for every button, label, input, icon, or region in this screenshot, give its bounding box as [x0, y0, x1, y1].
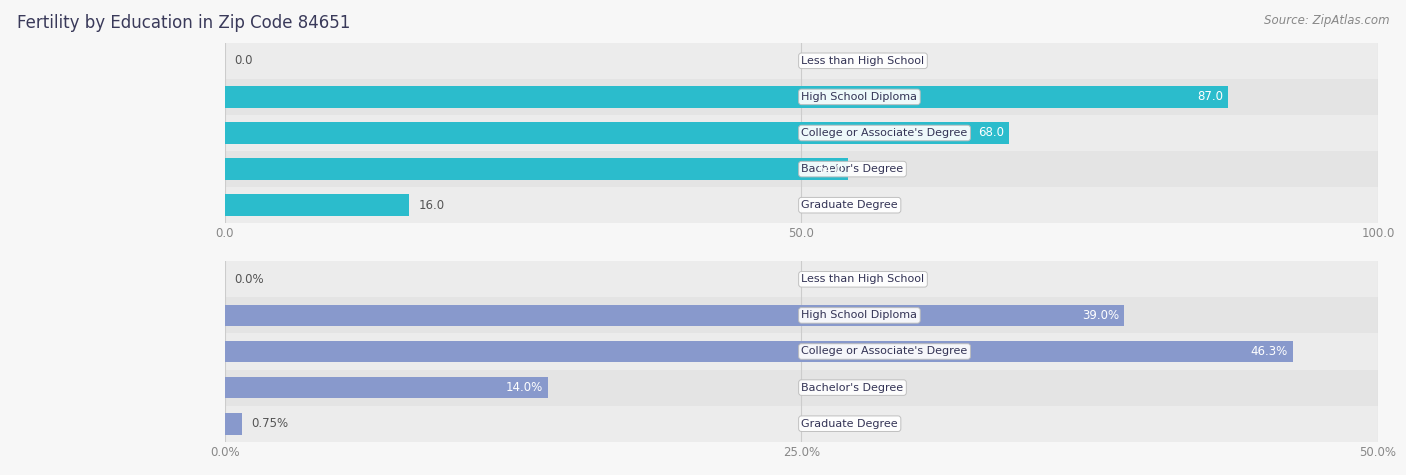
Bar: [225, 187, 1378, 223]
Bar: [225, 122, 1010, 144]
Text: Graduate Degree: Graduate Degree: [801, 200, 898, 210]
Bar: [225, 370, 1378, 406]
Bar: [225, 158, 848, 180]
Bar: [225, 297, 1378, 333]
Bar: [225, 43, 1378, 79]
Text: 0.75%: 0.75%: [252, 417, 288, 430]
Text: 46.3%: 46.3%: [1251, 345, 1288, 358]
Bar: [225, 79, 1378, 115]
Text: High School Diploma: High School Diploma: [801, 310, 918, 321]
Bar: [225, 261, 1378, 297]
Text: 87.0: 87.0: [1198, 90, 1223, 104]
Text: Fertility by Education in Zip Code 84651: Fertility by Education in Zip Code 84651: [17, 14, 350, 32]
Text: 0.0: 0.0: [235, 54, 253, 67]
Text: 14.0%: 14.0%: [506, 381, 543, 394]
Text: Less than High School: Less than High School: [801, 56, 925, 66]
Text: Less than High School: Less than High School: [801, 274, 925, 285]
Text: Graduate Degree: Graduate Degree: [801, 418, 898, 429]
Text: College or Associate's Degree: College or Associate's Degree: [801, 128, 967, 138]
Text: 68.0: 68.0: [979, 126, 1004, 140]
Text: Bachelor's Degree: Bachelor's Degree: [801, 164, 904, 174]
Bar: [225, 413, 242, 435]
Text: Bachelor's Degree: Bachelor's Degree: [801, 382, 904, 393]
Bar: [225, 194, 409, 216]
Text: 39.0%: 39.0%: [1083, 309, 1119, 322]
Text: High School Diploma: High School Diploma: [801, 92, 918, 102]
Bar: [225, 406, 1378, 442]
Bar: [225, 304, 1125, 326]
Bar: [225, 333, 1378, 370]
Text: 0.0%: 0.0%: [235, 273, 264, 286]
Bar: [225, 341, 1292, 362]
Bar: [225, 86, 1227, 108]
Bar: [225, 115, 1378, 151]
Text: Source: ZipAtlas.com: Source: ZipAtlas.com: [1264, 14, 1389, 27]
Text: College or Associate's Degree: College or Associate's Degree: [801, 346, 967, 357]
Text: 54.0: 54.0: [817, 162, 844, 176]
Bar: [225, 377, 548, 399]
Text: 16.0: 16.0: [419, 199, 444, 212]
Bar: [225, 151, 1378, 187]
